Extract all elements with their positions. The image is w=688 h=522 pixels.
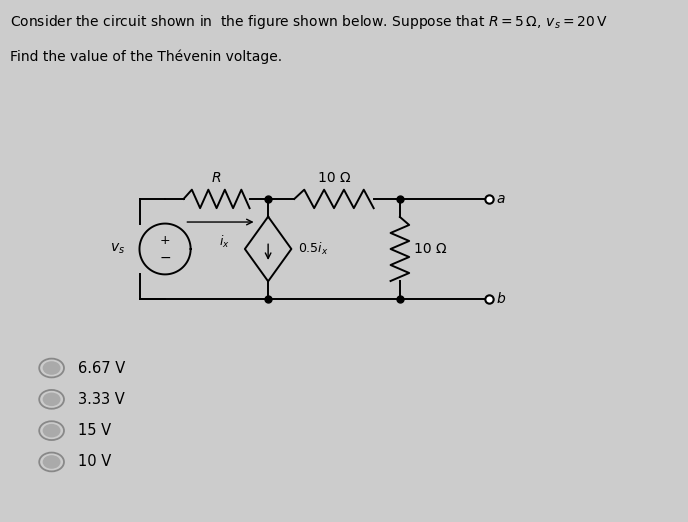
Text: $0.5i_x$: $0.5i_x$ bbox=[298, 241, 328, 257]
Text: b: b bbox=[497, 292, 506, 306]
Text: Find the value of the Thévenin voltage.: Find the value of the Thévenin voltage. bbox=[10, 50, 283, 64]
Text: +: + bbox=[160, 234, 171, 247]
Text: 10 V: 10 V bbox=[78, 455, 111, 469]
Text: 6.67 V: 6.67 V bbox=[78, 361, 125, 375]
Text: $v_s$: $v_s$ bbox=[111, 242, 125, 256]
Text: 10 Ω: 10 Ω bbox=[413, 242, 447, 256]
Text: 10 Ω: 10 Ω bbox=[318, 171, 350, 185]
Text: −: − bbox=[159, 251, 171, 265]
Text: R: R bbox=[212, 171, 222, 185]
Text: Consider the circuit shown in  the figure shown below. Suppose that $R = 5\,\Ome: Consider the circuit shown in the figure… bbox=[10, 13, 608, 31]
Text: $i_x$: $i_x$ bbox=[219, 234, 230, 251]
Text: a: a bbox=[497, 192, 505, 206]
Text: 15 V: 15 V bbox=[78, 423, 111, 438]
Text: 3.33 V: 3.33 V bbox=[78, 392, 125, 407]
